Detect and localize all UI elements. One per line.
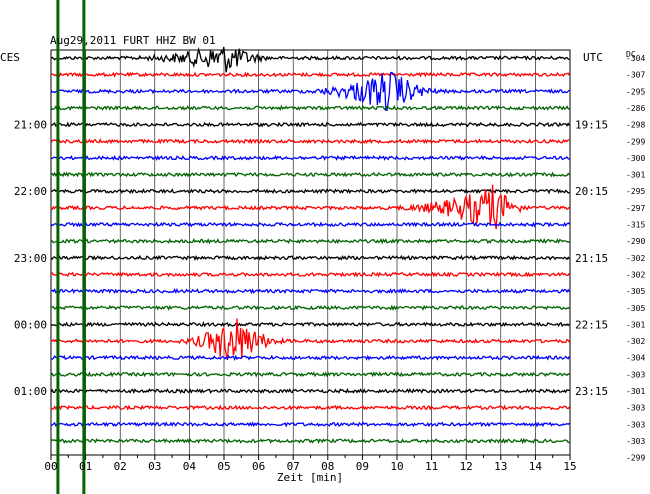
right-time-label: 21:15	[575, 252, 608, 265]
dc-offset-label: -315	[626, 221, 645, 230]
trace-line	[50, 387, 570, 395]
trace-line	[50, 71, 570, 111]
trace-line	[50, 404, 570, 411]
trace-line	[50, 71, 570, 78]
trace-line	[50, 271, 570, 278]
left-time-label: 00:00	[14, 318, 47, 331]
trace-line	[50, 421, 570, 428]
x-tick-label: 07	[287, 460, 300, 473]
trace-line	[51, 154, 570, 161]
x-tick-label: 06	[252, 460, 265, 473]
x-tick-label: 13	[494, 460, 507, 473]
left-time-label: 23:00	[14, 252, 47, 265]
trace-line	[50, 254, 570, 262]
x-tick-label: 01	[79, 460, 92, 473]
trace-line	[50, 371, 570, 378]
x-tick-label: 02	[114, 460, 127, 473]
x-tick-label: 00	[44, 460, 57, 473]
dc-offset-label: -298	[626, 121, 645, 130]
dc-header: DC	[626, 50, 636, 59]
dc-offset-label: -304	[626, 354, 645, 363]
x-tick-label: 05	[217, 460, 230, 473]
left-time-label: 01:00	[14, 385, 47, 398]
right-header: UTC	[583, 51, 603, 64]
dc-offset-label: -295	[626, 187, 645, 196]
trace-line	[50, 237, 570, 245]
trace-line	[51, 171, 570, 178]
markers	[56, 0, 86, 494]
x-tick-label: 04	[183, 460, 197, 473]
dc-offset-label: -286	[626, 104, 645, 113]
dc-offset-label: -299	[626, 454, 645, 463]
left-time-label: 22:00	[14, 185, 47, 198]
trace-line	[50, 188, 570, 195]
left-time-label: 21:00	[14, 119, 47, 132]
x-tick-label: 03	[148, 460, 161, 473]
dc-offset-label: -299	[626, 137, 645, 146]
right-time-label: 20:15	[575, 185, 608, 198]
trace-line	[50, 318, 570, 361]
right-time-label: 19:15	[575, 119, 608, 132]
trace-line	[50, 104, 570, 112]
dc-offset-label: -303	[626, 404, 645, 413]
left-header: CES	[0, 51, 20, 64]
dc-offset-label: -303	[626, 437, 645, 446]
x-tick-label: 08	[321, 460, 334, 473]
grid	[50, 49, 571, 460]
dc-offset-label: -295	[626, 87, 645, 96]
labels: Aug29,2011 FURT HHZ BW 01 CES UTC DC Zei…	[0, 34, 645, 484]
dc-offset-label: -302	[626, 254, 645, 263]
trace-line	[50, 46, 570, 73]
trace-line	[50, 321, 570, 328]
trace-line	[50, 437, 570, 445]
trace-line	[50, 221, 570, 228]
x-tick-label: 10	[390, 460, 403, 473]
trace-line	[50, 354, 570, 361]
traces	[50, 46, 570, 445]
dc-offset-label: -305	[626, 304, 645, 313]
x-tick-label: 12	[460, 460, 473, 473]
dc-offset-label: -302	[626, 270, 645, 279]
dc-offset-label: -297	[626, 204, 645, 213]
trace-line	[50, 121, 570, 128]
dc-offset-label: -303	[626, 420, 645, 429]
dc-offset-label: -300	[626, 154, 645, 163]
plot-frame	[50, 49, 571, 456]
x-tick-label: 09	[356, 460, 369, 473]
trace-line	[50, 184, 570, 230]
x-tick-label: 15	[563, 460, 576, 473]
x-tick-label: 11	[425, 460, 438, 473]
dc-offset-label: -303	[626, 370, 645, 379]
x-axis-label: Zeit [min]	[277, 471, 343, 484]
trace-line	[50, 304, 570, 311]
dc-offset-label: -301	[626, 320, 645, 329]
dc-offset-label: -304	[626, 54, 645, 63]
right-time-label: 22:15	[575, 318, 608, 331]
chart-title: Aug29,2011 FURT HHZ BW 01	[50, 34, 216, 47]
x-tick-label: 14	[529, 460, 543, 473]
dc-offset-label: -307	[626, 71, 645, 80]
dc-offset-label: -290	[626, 237, 645, 246]
trace-line	[50, 138, 570, 145]
dc-offset-label: -305	[626, 287, 645, 296]
right-time-label: 23:15	[575, 385, 608, 398]
dc-offset-label: -302	[626, 337, 645, 346]
dc-offset-label: -301	[626, 171, 645, 180]
dc-offset-label: -301	[626, 387, 645, 396]
trace-line	[50, 287, 570, 295]
